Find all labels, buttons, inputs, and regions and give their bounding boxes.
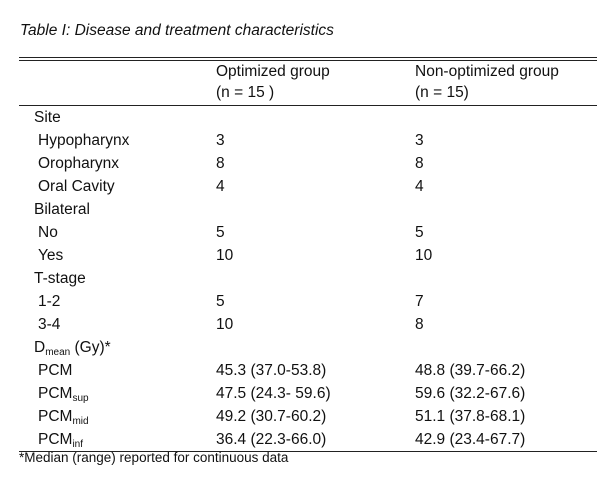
section-label: T-stage: [34, 270, 86, 287]
non-optimized-value: 4: [415, 178, 424, 195]
optimized-value: 36.4 (22.3-66.0): [216, 431, 327, 448]
table-row: 1-2 5 7: [19, 290, 597, 313]
non-optimized-value: 8: [415, 316, 424, 333]
table-row: PCMmid 49.2 (30.7-60.2) 51.1 (37.8-68.1): [19, 405, 597, 428]
table-footnote: *Median (range) reported for continuous …: [19, 450, 289, 465]
header-optimized: Optimized group (n = 15 ): [216, 61, 330, 103]
row-label-main: PCM: [38, 431, 73, 448]
row-label-main: PCM: [38, 408, 73, 425]
optimized-value: 5: [216, 293, 225, 310]
section-bilateral: Bilateral: [19, 198, 597, 221]
section-label: Dmean (Gy)*: [19, 336, 111, 359]
optimized-value: 47.5 (24.3- 59.6): [216, 385, 331, 402]
optimized-value: 8: [216, 155, 225, 172]
non-optimized-value: 42.9 (23.4-67.7): [415, 431, 526, 448]
table-bottom-rule: [19, 451, 597, 452]
optimized-value: 3: [216, 132, 225, 149]
table-row: Hypopharynx 3 3: [19, 129, 597, 152]
table-top-rule: [19, 57, 597, 61]
row-label: 1-2: [38, 293, 61, 310]
section-label: Bilateral: [34, 201, 90, 218]
table-row: PCM 45.3 (37.0-53.8) 48.8 (39.7-66.2): [19, 359, 597, 382]
header-non-optimized-n: (n = 15): [415, 84, 469, 101]
non-optimized-value: 10: [415, 247, 433, 264]
non-optimized-value: 5: [415, 224, 424, 241]
non-optimized-value: 59.6 (32.2-67.6): [415, 385, 526, 402]
row-label-main: PCM: [38, 385, 73, 402]
optimized-value: 5: [216, 224, 225, 241]
header-rule: [19, 105, 597, 106]
row-label-subscript: sup: [72, 393, 89, 404]
non-optimized-value: 51.1 (37.8-68.1): [415, 408, 526, 425]
optimized-value: 10: [216, 247, 234, 264]
row-label-subscript: inf: [72, 439, 84, 450]
header-optimized-title: Optimized group: [216, 63, 330, 80]
characteristics-table: Optimized group (n = 15 ) Non-optimized …: [19, 57, 597, 452]
table-row: Yes 10 10: [19, 244, 597, 267]
section-tstage: T-stage: [19, 267, 597, 290]
optimized-value: 10: [216, 316, 234, 333]
optimized-value: 49.2 (30.7-60.2): [216, 408, 327, 425]
non-optimized-value: 7: [415, 293, 424, 310]
non-optimized-value: 8: [415, 155, 424, 172]
row-label: No: [38, 224, 58, 241]
header-non-optimized: Non-optimized group (n = 15): [415, 61, 559, 103]
row-label: PCMsup: [19, 382, 89, 405]
header-optimized-n: (n = 15 ): [216, 84, 275, 101]
dmean-unit: (Gy)*: [70, 339, 111, 356]
row-label: Oral Cavity: [38, 178, 115, 195]
optimized-value: 4: [216, 178, 225, 195]
section-label: Site: [34, 109, 61, 126]
table-row: No 5 5: [19, 221, 597, 244]
header-non-optimized-title: Non-optimized group: [415, 63, 559, 80]
row-label: PCMmid: [19, 405, 89, 428]
table-row: PCMsup 47.5 (24.3- 59.6) 59.6 (32.2-67.6…: [19, 382, 597, 405]
table-row: PCMinf 36.4 (22.3-66.0) 42.9 (23.4-67.7): [19, 428, 597, 451]
row-label-subscript: mid: [72, 416, 89, 427]
row-label: 3-4: [38, 316, 61, 333]
table-header: Optimized group (n = 15 ) Non-optimized …: [19, 61, 597, 105]
table-row: 3-4 10 8: [19, 313, 597, 336]
table-row: Oral Cavity 4 4: [19, 175, 597, 198]
row-label: Oropharynx: [38, 155, 119, 172]
table-row: Oropharynx 8 8: [19, 152, 597, 175]
row-label: PCMinf: [19, 428, 83, 451]
row-label: Hypopharynx: [38, 132, 130, 149]
non-optimized-value: 3: [415, 132, 424, 149]
section-site: Site: [19, 106, 597, 129]
table-caption: Table I: Disease and treatment character…: [20, 22, 334, 39]
row-label: PCM: [38, 362, 73, 379]
section-dmean: Dmean (Gy)*: [19, 336, 597, 359]
non-optimized-value: 48.8 (39.7-66.2): [415, 362, 526, 379]
row-label: Yes: [38, 247, 64, 264]
dmean-subscript: mean: [45, 347, 71, 358]
optimized-value: 45.3 (37.0-53.8): [216, 362, 327, 379]
dmean-symbol: D: [34, 339, 46, 356]
